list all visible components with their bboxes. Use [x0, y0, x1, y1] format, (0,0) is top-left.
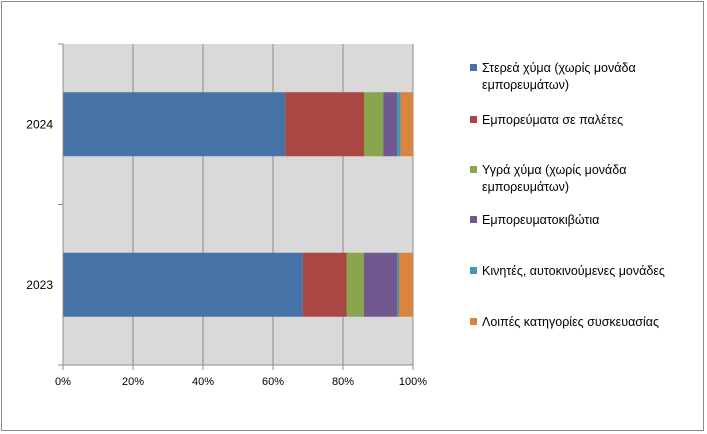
bar-2023-series-1	[63, 252, 303, 317]
bar-2024-series-3	[364, 92, 384, 157]
bar-2023-series-4	[364, 252, 398, 317]
legend-swatch-3	[470, 166, 477, 173]
bar-2023-series-6	[399, 252, 413, 317]
bar-2024-series-2	[285, 92, 364, 157]
x-tick-label: 40%	[192, 376, 214, 388]
legend-label-2: Εμπορεύματα σε παλέτες	[482, 113, 623, 127]
axes	[58, 43, 414, 370]
plot-area	[63, 44, 413, 365]
bar-2023-series-2	[302, 252, 347, 317]
bars	[63, 92, 413, 317]
legend-swatch-6	[470, 318, 477, 325]
bar-2024-series-1	[63, 92, 286, 157]
x-tick-label: 60%	[262, 376, 284, 388]
legend-swatch-1	[470, 64, 477, 71]
x-tick-label: 20%	[122, 376, 144, 388]
legend-label-1: Στερεά χύμα (χωρίς μονάδα εμπορευμάτων)	[482, 61, 636, 92]
legend-label-3: Υγρά χύμα (χωρίς μονάδα εμπορευμάτων)	[482, 163, 626, 194]
category-label: 2023	[26, 278, 53, 292]
bar-2023-series-3	[346, 252, 364, 317]
legend-label-4: Εμπορευματοκιβώτια	[482, 213, 599, 227]
bar-2024-series-6	[400, 92, 413, 157]
bar-2024-series-4	[383, 92, 398, 157]
bar-2023-series-5	[397, 252, 399, 317]
legend-swatch-2	[470, 116, 477, 123]
legend-label-6: Λοιπές κατηγορίες συσκευασίας	[482, 315, 659, 329]
x-tick-label: 100%	[399, 376, 427, 388]
legend: Στερεά χύμα (χωρίς μονάδα εμπορευμάτων) Εμ…	[470, 61, 665, 329]
x-tick-label: 0%	[55, 376, 71, 388]
legend-label-5: Κινητές, αυτοκινούμενες μονάδες	[482, 264, 665, 278]
legend-swatch-4	[470, 216, 477, 223]
x-tick-labels: 0% 20% 40% 60% 80% 100%	[55, 376, 427, 388]
category-labels: 2024 2023	[26, 117, 53, 292]
category-label: 2024	[26, 117, 53, 131]
legend-swatch-5	[470, 267, 477, 274]
bar-2024-series-5	[397, 92, 401, 157]
x-tick-label: 80%	[332, 376, 354, 388]
